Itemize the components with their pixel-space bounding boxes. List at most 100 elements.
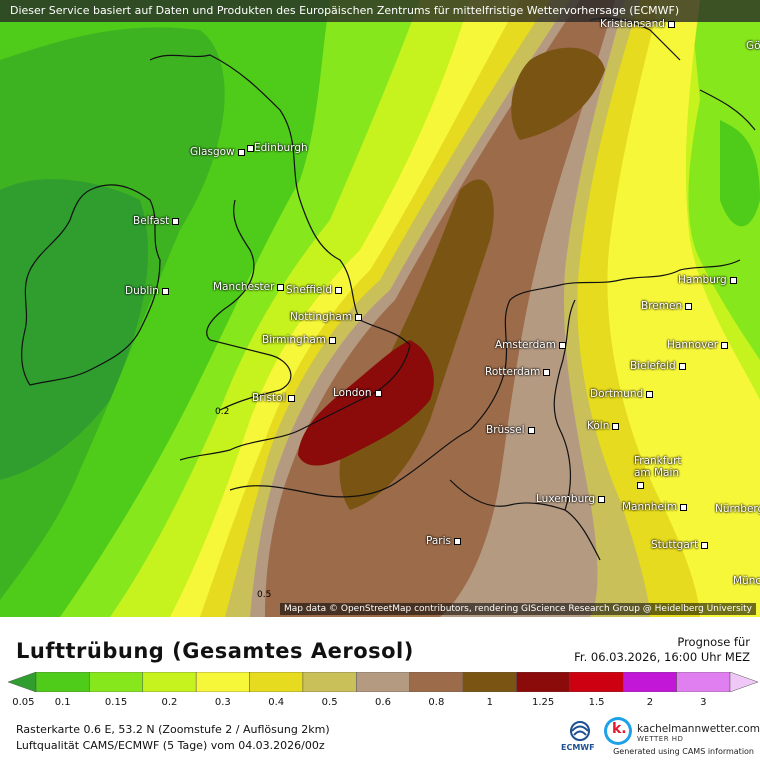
scale-swatch — [409, 672, 464, 692]
city-marker — [527, 426, 535, 434]
scale-tick-label: 0.4 — [268, 697, 285, 708]
city-belfast: Belfast — [133, 215, 180, 227]
scale-swatch — [249, 672, 304, 692]
city-marker — [558, 341, 566, 349]
source-info: Luftqualität CAMS/ECMWF (5 Tage) vom 04.… — [16, 739, 325, 752]
city-marker — [598, 495, 606, 503]
city-nuernberg: Nürnberg — [715, 503, 760, 515]
city-marker — [667, 20, 675, 28]
brand-name: kachelmannwetter.com — [637, 723, 760, 735]
scale-swatch — [569, 672, 624, 692]
scale-swatch — [729, 672, 758, 692]
city-goteborg: Gö — [746, 40, 760, 52]
city-label: Hannover — [667, 339, 719, 351]
city-label: Nottingham — [290, 311, 353, 323]
city-marker — [678, 362, 686, 370]
city-label: Luxemburg — [536, 493, 596, 505]
city-label: Amsterdam — [495, 339, 556, 351]
city-marker — [612, 422, 620, 430]
city-label: Mannheim — [622, 501, 678, 513]
forecast-info: Prognose für Fr. 06.03.2026, 16:00 Uhr M… — [574, 635, 750, 665]
scale-tick-label: 0.5 — [321, 697, 338, 708]
isoline-label: 0.2 — [215, 407, 229, 417]
band-1-north — [511, 47, 605, 140]
city-bielefeld: Bielefeld — [630, 360, 686, 372]
city-london: London — [333, 387, 382, 399]
city-marker — [637, 481, 644, 489]
aerosol-map[interactable]: 0.2 0.5 Dieser Service basiert auf Daten… — [0, 0, 760, 617]
forecast-label: Prognose für — [677, 635, 750, 649]
city-marker — [721, 341, 729, 349]
city-label: Nürnberg — [715, 503, 760, 515]
city-bristol: Bristol — [252, 392, 296, 404]
city-marker — [729, 276, 737, 284]
scale-swatch — [356, 672, 410, 692]
scale-swatch — [8, 672, 37, 692]
kachelmann-logo-icon: k. — [604, 717, 632, 745]
city-label: Bristol — [252, 392, 286, 404]
city-label: London — [333, 387, 372, 399]
city-marker — [172, 217, 180, 225]
legend-title: Lufttrübung (Gesamtes Aerosol) — [16, 639, 414, 663]
city-stuttgart: Stuttgart — [651, 539, 709, 551]
city-frankfurt: Frankfurt am Main — [634, 455, 686, 491]
city-amsterdam: Amsterdam — [495, 339, 566, 351]
city-marker — [374, 389, 382, 397]
ecmwf-banner: Dieser Service basiert auf Daten und Pro… — [0, 0, 760, 22]
color-scale-ticks: 0.05 0.1 0.15 0.2 0.3 0.4 0.5 0.6 0.8 1 1.25 1.5 2 3 — [0, 697, 760, 711]
scale-tick-label: 0.05 — [12, 697, 35, 708]
map-attribution: Map data © OpenStreetMap contributors, r… — [280, 603, 756, 615]
city-marker — [543, 368, 551, 376]
city-label: Sheffield — [286, 284, 332, 296]
city-dublin: Dublin — [125, 285, 169, 297]
scale-swatch — [622, 672, 677, 692]
city-label: Belfast — [133, 215, 170, 227]
scale-swatch — [516, 672, 571, 692]
city-manchester: Manchester — [213, 281, 285, 293]
scale-swatch — [462, 672, 517, 692]
city-marker — [646, 390, 654, 398]
city-marker — [701, 541, 709, 549]
city-sheffield: Sheffield — [286, 284, 342, 296]
city-mannheim: Mannheim — [622, 501, 688, 513]
city-marker — [680, 503, 688, 511]
legend-panel: Lufttrübung (Gesamtes Aerosol) Prognose … — [0, 617, 760, 760]
city-bruessel: Brüssel — [486, 424, 535, 436]
scale-tick-label: 1 — [486, 697, 493, 708]
city-edinburgh: Edinburgh — [244, 142, 308, 154]
city-marker — [685, 302, 693, 310]
scale-tick-label: 0.1 — [54, 697, 71, 708]
city-marker — [454, 537, 461, 545]
city-luxemburg: Luxemburg — [536, 493, 606, 505]
scale-swatch — [676, 672, 731, 692]
scale-tick-label: 0.8 — [428, 697, 445, 708]
scale-tick-label: 2 — [646, 697, 654, 708]
forecast-time: Fr. 06.03.2026, 16:00 Uhr MEZ — [574, 650, 750, 664]
city-label: Dortmund — [590, 388, 644, 400]
city-marker — [247, 144, 254, 152]
city-label: Münc — [733, 575, 760, 587]
city-marker — [277, 283, 285, 291]
scale-swatch — [142, 672, 197, 692]
city-label: Köln — [587, 420, 610, 432]
city-koeln: Köln — [587, 420, 620, 432]
city-muenchen: Münc — [733, 575, 760, 587]
scale-swatch — [195, 672, 250, 692]
city-glasgow: Glasgow — [190, 146, 245, 158]
city-nottingham: Nottingham — [290, 311, 363, 323]
scale-tick-label: 0.15 — [104, 697, 128, 708]
city-label: Glasgow — [190, 146, 235, 158]
city-label: Bielefeld — [630, 360, 676, 372]
ecmwf-label: ECMWF — [561, 743, 595, 752]
city-label: Hamburg — [678, 274, 727, 286]
band-1.25 — [298, 340, 434, 466]
scale-tick-label: 0.2 — [161, 697, 178, 708]
band-0.1-east — [720, 120, 760, 227]
city-label: Paris — [426, 535, 451, 547]
ecmwf-logo-icon — [570, 721, 590, 741]
city-label: Dublin — [125, 285, 159, 297]
raster-info: Rasterkarte 0.6 E, 53.2 N (Zoomstufe 2 /… — [16, 723, 330, 736]
cams-notice: Generated using CAMS information — [613, 747, 754, 756]
city-label: Gö — [746, 40, 760, 52]
